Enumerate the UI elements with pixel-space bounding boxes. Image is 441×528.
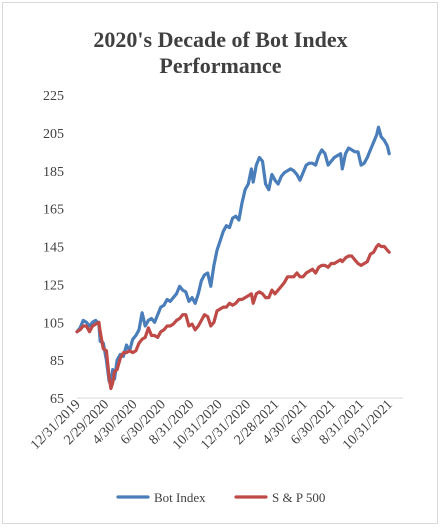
y-tick-label: 85	[50, 354, 64, 369]
y-axis-tick-labels: 65 85 105 125 145 165 185 205 225	[43, 89, 64, 407]
series-line-bot-index	[75, 125, 391, 387]
chart-title-line-1: 2020's Decade of Bot Index	[93, 27, 348, 52]
y-tick-label: 185	[43, 165, 64, 180]
y-tick-label: 225	[43, 89, 64, 104]
y-tick-label: 165	[43, 203, 64, 218]
x-axis-tick-labels: 12/31/20192/29/20204/30/20206/30/20208/3…	[28, 397, 396, 453]
legend-label: S & P 500	[272, 490, 325, 505]
y-tick-label: 105	[43, 316, 64, 331]
legend: Bot Index S & P 500	[116, 490, 325, 505]
legend-label: Bot Index	[154, 490, 206, 505]
y-tick-label: 125	[43, 278, 64, 293]
series-line-sp500	[75, 243, 391, 391]
y-tick-label: 205	[43, 127, 64, 142]
chart-title-line-2: Performance	[159, 53, 282, 78]
y-tick-label: 65	[50, 392, 64, 407]
y-tick-label: 145	[43, 241, 64, 256]
series-lines	[75, 125, 391, 391]
